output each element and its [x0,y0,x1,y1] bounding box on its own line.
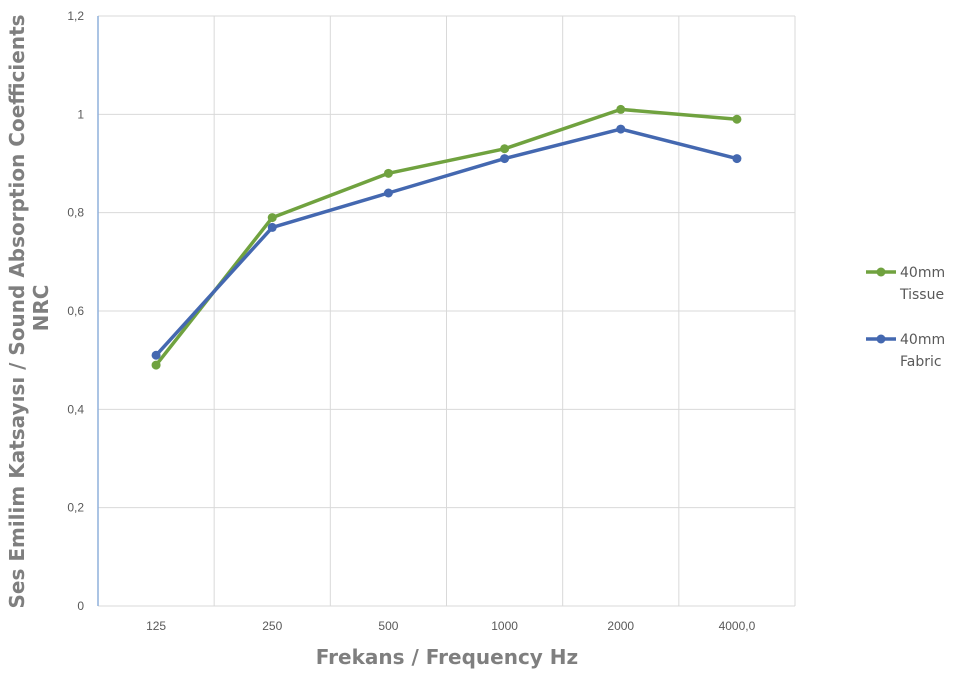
y-tick-label: 0,6 [67,304,84,318]
legend: 40mm Tissue 40mm Fabric [866,265,945,370]
legend-label-line: Fabric [900,354,942,370]
y-tick-label: 0,2 [67,501,84,515]
data-point [500,144,510,154]
data-point [383,188,393,198]
legend-label-0: 40mm Tissue [899,265,945,303]
legend-swatch-marker-0 [876,267,886,277]
data-point [151,360,161,370]
y-axis-title-line-2: NRC [29,285,53,332]
grid-lines [98,15,796,607]
series-line-1 [154,127,739,358]
data-point [151,350,161,360]
y-tick-label: 0,8 [67,206,84,220]
legend-label-line: Tissue [899,287,944,303]
y-axis-title: Ses Emilim Katsayısı / Sound Absorption … [5,7,53,608]
x-tick-label: 500 [378,619,398,633]
data-point [500,154,510,164]
legend-label-line: 40mm [900,265,945,281]
x-tick-label: 4000,0 [719,619,756,633]
series-line-0 [154,107,739,367]
x-tick-label: 250 [262,619,282,633]
y-tick-label: 0 [77,599,84,613]
x-tick-label: 1000 [491,619,518,633]
data-point [383,168,393,178]
x-axis-ticks: 125 250 500 1000 2000 4000,0 [146,619,756,633]
data-point [732,114,742,124]
data-point [616,104,626,114]
x-tick-label: 125 [146,619,166,633]
x-axis-title: Frekans / Frequency Hz [316,645,578,669]
y-tick-label: 0,4 [67,402,84,416]
y-tick-label: 1 [77,107,84,121]
legend-label-1: 40mm Fabric [900,332,945,370]
y-tick-label: 1,2 [67,9,84,23]
legend-label-line: 40mm [900,332,945,348]
x-tick-label: 2000 [607,619,634,633]
series-group [151,104,742,370]
data-point [267,222,277,232]
data-point [616,124,626,134]
data-point [732,154,742,164]
y-axis-ticks: 0 0,2 0,4 0,6 0,8 1 1,2 [67,9,84,613]
legend-swatch-marker-1 [876,334,886,344]
y-axis-title-line-1: Ses Emilim Katsayısı / Sound Absorption … [5,14,29,608]
data-point [267,213,277,223]
